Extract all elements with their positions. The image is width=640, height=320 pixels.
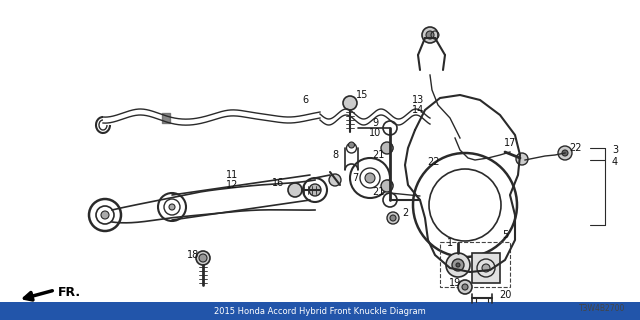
Circle shape (288, 183, 302, 197)
Text: 1: 1 (447, 238, 453, 248)
Text: 17: 17 (504, 138, 516, 148)
Text: 18: 18 (187, 250, 199, 260)
Circle shape (309, 184, 321, 196)
Text: 5: 5 (502, 230, 508, 240)
Text: 14: 14 (412, 105, 424, 115)
Circle shape (329, 174, 341, 186)
Circle shape (169, 204, 175, 210)
Circle shape (365, 173, 375, 183)
Circle shape (452, 259, 464, 271)
Circle shape (458, 280, 472, 294)
Text: 21: 21 (372, 187, 384, 197)
Circle shape (446, 253, 470, 277)
Circle shape (390, 215, 396, 221)
Circle shape (199, 254, 207, 262)
Circle shape (462, 284, 468, 290)
Circle shape (562, 150, 568, 156)
Circle shape (426, 31, 434, 39)
Text: 16: 16 (272, 178, 284, 188)
Circle shape (101, 211, 109, 219)
Text: 11: 11 (226, 170, 238, 180)
Text: 22: 22 (428, 157, 440, 167)
Text: 10: 10 (369, 128, 381, 138)
Text: 7: 7 (352, 173, 358, 183)
Circle shape (558, 146, 572, 160)
Text: 15: 15 (356, 90, 368, 100)
Text: 20: 20 (499, 290, 511, 300)
Text: 4: 4 (612, 157, 618, 167)
Text: 22: 22 (569, 143, 581, 153)
Text: T3W4B2700: T3W4B2700 (579, 304, 625, 313)
Text: 9: 9 (372, 118, 378, 128)
Circle shape (516, 153, 528, 165)
Circle shape (456, 263, 460, 267)
Circle shape (343, 96, 357, 110)
Bar (440, 242, 510, 287)
Circle shape (381, 142, 393, 154)
Text: 12: 12 (226, 180, 238, 190)
Bar (0, 302, 640, 320)
Bar (472, 253, 500, 283)
Circle shape (387, 212, 399, 224)
Text: 2015 Honda Accord Hybrid Front Knuckle Diagram: 2015 Honda Accord Hybrid Front Knuckle D… (214, 307, 426, 316)
Circle shape (196, 251, 210, 265)
Circle shape (349, 142, 355, 148)
Text: 21: 21 (372, 150, 384, 160)
Circle shape (482, 264, 490, 272)
Text: 6: 6 (302, 95, 308, 105)
Text: FR.: FR. (58, 285, 81, 299)
Circle shape (383, 143, 393, 153)
Circle shape (422, 27, 438, 43)
Text: 2: 2 (402, 208, 408, 218)
Circle shape (383, 180, 393, 190)
Circle shape (381, 180, 393, 192)
Text: 19: 19 (449, 278, 461, 288)
Text: 8: 8 (332, 150, 338, 160)
Text: 13: 13 (412, 95, 424, 105)
Text: 3: 3 (612, 145, 618, 155)
